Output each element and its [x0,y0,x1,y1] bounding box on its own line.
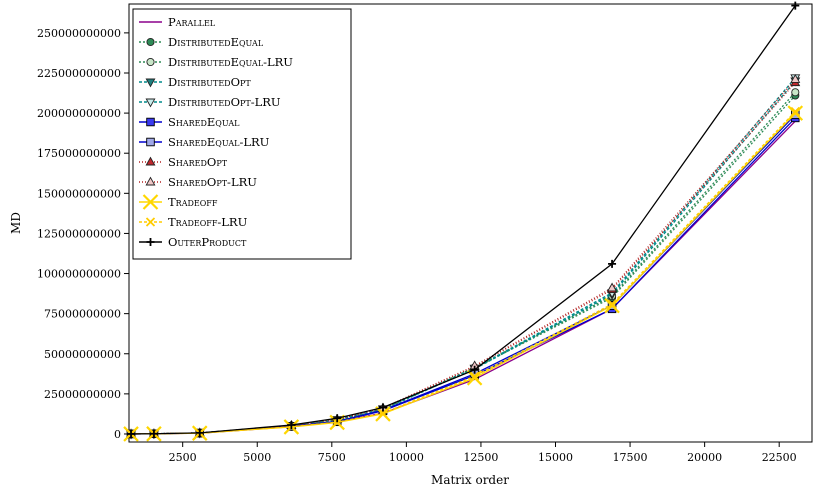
legend-label: SharedOpt-LRU [168,175,257,189]
legend-item: DistributedOpt-LRU [139,95,281,109]
data-point [469,371,480,381]
legend-item: Parallel [139,15,216,29]
legend: Parallel DistributedEqual DistributedEqual… [132,8,352,260]
legend-label: Tradeoff-LRU [168,215,248,229]
data-point [146,57,155,67]
data-point [607,282,618,292]
y-tick-label: 125000000000 [37,227,121,240]
data-point [790,106,800,117]
x-axis-title: Matrix order [431,473,509,487]
y-tick-label: 150000000000 [37,187,121,200]
data-point [145,176,156,186]
legend-label: OuterProduct [168,235,247,249]
legend-item: SharedEqual-LRU [139,135,270,149]
y-tick-label: 225000000000 [37,67,121,80]
data-point [608,259,617,268]
data-point [470,365,479,374]
data-point [607,299,617,309]
legend-item: SharedEqual [139,115,240,129]
series-layer [123,1,804,442]
legend-label: DistributedOpt-LRU [168,95,281,109]
x-tick-label: 10000 [389,451,424,464]
legend-item: DistributedEqual-LRU [139,55,293,69]
legend-label: DistributedEqual [168,35,264,49]
y-tick-label: 250000000000 [37,27,121,40]
legend-label: DistributedEqual-LRU [168,55,293,69]
x-tick-label: 15000 [538,451,573,464]
data-point [127,429,136,438]
x-tick-label: 22500 [762,451,797,464]
series-line [131,95,796,435]
y-tick-label: 175000000000 [37,147,121,160]
legend-item: OuterProduct [139,235,247,249]
legend-item: Tradeoff [139,194,218,210]
y-tick-label: 25000000000 [44,388,121,401]
data-point [145,78,156,88]
series-outerproduct [127,1,800,438]
y-tick-label: 50000000000 [44,348,121,361]
x-axis: 2500 5000 7500 10000 12500 15000 17500 20000 225… [169,442,797,464]
x-tick-label: 20000 [687,451,722,464]
legend-label: SharedEqual [168,115,240,129]
data-point [149,429,158,438]
data-point [145,217,156,227]
data-point [791,88,800,97]
x-tick-label: 12500 [463,451,498,464]
plot-frame [128,3,813,443]
data-point [146,238,155,246]
series-line [131,82,796,435]
data-point [146,37,155,47]
x-tick-label: 2500 [169,451,197,464]
data-point [146,137,155,147]
legend-item: DistributedEqual [139,35,264,49]
data-point [195,428,204,437]
x-tick-label: 17500 [613,451,648,464]
legend-item: SharedOpt-LRU [139,175,257,189]
data-point [145,98,156,108]
data-point [787,105,804,121]
data-point [378,403,387,412]
data-point [142,194,159,210]
legend-item: SharedOpt [139,155,228,169]
y-axis-title: MD [9,212,23,234]
legend-label: SharedEqual-LRU [168,135,270,149]
legend-label: DistributedOpt [168,75,251,89]
legend-label: Tradeoff [168,195,218,209]
legend-label: Parallel [168,15,216,29]
legend-label: SharedOpt [168,155,228,169]
y-tick-label: 0 [114,428,121,441]
x-tick-label: 5000 [243,451,271,464]
data-point [604,297,620,314]
x-tick-label: 7500 [318,451,346,464]
y-tick-label: 100000000000 [37,268,121,281]
data-point [333,414,342,423]
legend-box [132,8,352,260]
legend-item: DistributedOpt [139,75,251,89]
data-point [146,117,155,127]
data-point [378,408,388,418]
data-point [287,420,296,429]
y-tick-label: 200000000000 [37,107,121,120]
legend-item: Tradeoff-LRU [139,215,248,229]
data-point [790,73,801,83]
data-point [791,1,800,10]
data-point [145,156,156,166]
y-tick-label: 75000000000 [44,308,121,321]
y-axis: 0 25000000000 50000000000 75000000000 100000… [37,27,129,441]
